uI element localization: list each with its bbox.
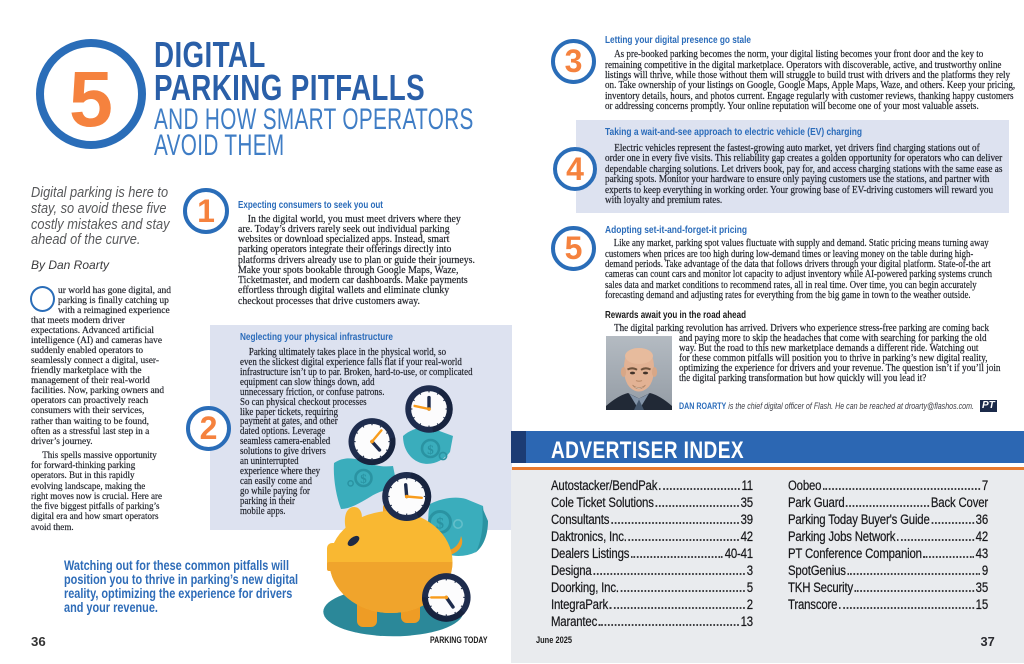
svg-text:$: $ bbox=[360, 471, 367, 486]
svg-text:$: $ bbox=[436, 516, 444, 533]
svg-text:$: $ bbox=[427, 442, 434, 457]
